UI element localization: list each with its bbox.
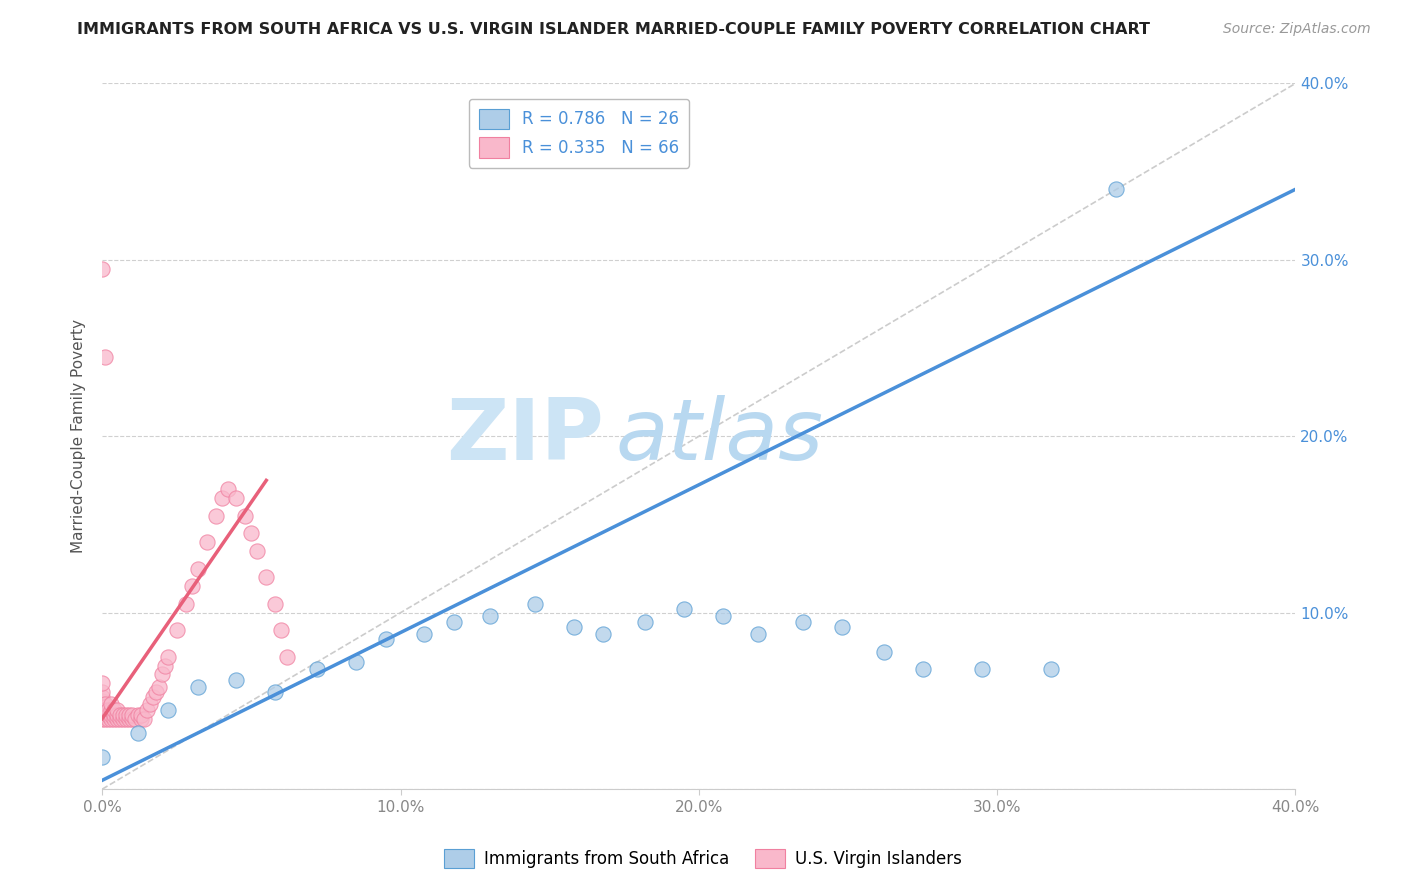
Point — [264, 597, 287, 611]
Text: Source: ZipAtlas.com: Source: ZipAtlas.com — [1223, 22, 1371, 37]
Text: IMMIGRANTS FROM SOUTH AFRICA VS U.S. VIRGIN ISLANDER MARRIED-COUPLE FAMILY POVER: IMMIGRANTS FROM SOUTH AFRICA VS U.S. VIR… — [77, 22, 1150, 37]
Point — [174, 597, 197, 611]
Point — [195, 535, 218, 549]
Point — [136, 703, 159, 717]
Point — [344, 655, 367, 669]
Point — [103, 708, 125, 723]
Point — [246, 544, 269, 558]
Point — [187, 561, 209, 575]
Point — [235, 508, 257, 523]
Point — [115, 712, 138, 726]
Point — [217, 482, 239, 496]
Legend: Immigrants from South Africa, U.S. Virgin Islanders: Immigrants from South Africa, U.S. Virgi… — [437, 843, 969, 875]
Point — [1105, 182, 1128, 196]
Point — [100, 708, 122, 723]
Point — [94, 698, 117, 712]
Point — [94, 708, 117, 723]
Point — [413, 627, 436, 641]
Point — [166, 624, 188, 638]
Point — [150, 667, 173, 681]
Point — [225, 491, 247, 505]
Point — [264, 685, 287, 699]
Point — [792, 615, 814, 629]
Point — [118, 708, 141, 723]
Point — [747, 627, 769, 641]
Point — [112, 708, 135, 723]
Point — [91, 708, 114, 723]
Point — [187, 680, 209, 694]
Point — [91, 676, 114, 690]
Point — [118, 712, 141, 726]
Point — [592, 627, 614, 641]
Point — [873, 644, 896, 658]
Point — [91, 694, 114, 708]
Point — [94, 712, 117, 726]
Point — [129, 712, 152, 726]
Legend: R = 0.786   N = 26, R = 0.335   N = 66: R = 0.786 N = 26, R = 0.335 N = 66 — [468, 99, 689, 168]
Text: ZIP: ZIP — [446, 395, 603, 478]
Point — [443, 615, 465, 629]
Point — [240, 526, 263, 541]
Point — [100, 703, 122, 717]
Point — [127, 725, 149, 739]
Point — [132, 712, 155, 726]
Point — [105, 703, 128, 717]
Point — [142, 690, 165, 705]
Y-axis label: Married-Couple Family Poverty: Married-Couple Family Poverty — [72, 319, 86, 553]
Point — [129, 708, 152, 723]
Point — [831, 620, 853, 634]
Point — [225, 673, 247, 687]
Point — [91, 261, 114, 276]
Point — [91, 685, 114, 699]
Point — [100, 712, 122, 726]
Point — [148, 680, 170, 694]
Point — [112, 712, 135, 726]
Point — [108, 712, 131, 726]
Point — [374, 632, 396, 647]
Point — [100, 698, 122, 712]
Point — [562, 620, 585, 634]
Point — [91, 712, 114, 726]
Point — [91, 690, 114, 705]
Point — [1039, 662, 1062, 676]
Point — [97, 712, 120, 726]
Point — [97, 703, 120, 717]
Point — [103, 703, 125, 717]
Point — [672, 602, 695, 616]
Point — [91, 703, 114, 717]
Point — [105, 708, 128, 723]
Point — [124, 712, 146, 726]
Point — [180, 579, 202, 593]
Point — [94, 350, 117, 364]
Point — [276, 649, 298, 664]
Point — [211, 491, 233, 505]
Point — [139, 698, 162, 712]
Point — [270, 624, 292, 638]
Point — [204, 508, 226, 523]
Point — [145, 685, 167, 699]
Point — [153, 658, 176, 673]
Point — [97, 708, 120, 723]
Point — [156, 703, 179, 717]
Point — [479, 609, 502, 624]
Point — [103, 712, 125, 726]
Point — [121, 712, 143, 726]
Point — [94, 703, 117, 717]
Point — [972, 662, 994, 676]
Point — [115, 708, 138, 723]
Point — [911, 662, 934, 676]
Point — [108, 708, 131, 723]
Point — [91, 750, 114, 764]
Point — [91, 698, 114, 712]
Point — [127, 708, 149, 723]
Point — [121, 708, 143, 723]
Point — [711, 609, 734, 624]
Point — [634, 615, 657, 629]
Point — [156, 649, 179, 664]
Point — [305, 662, 328, 676]
Text: atlas: atlas — [616, 395, 824, 478]
Point — [254, 570, 277, 584]
Point — [105, 712, 128, 726]
Point — [523, 597, 546, 611]
